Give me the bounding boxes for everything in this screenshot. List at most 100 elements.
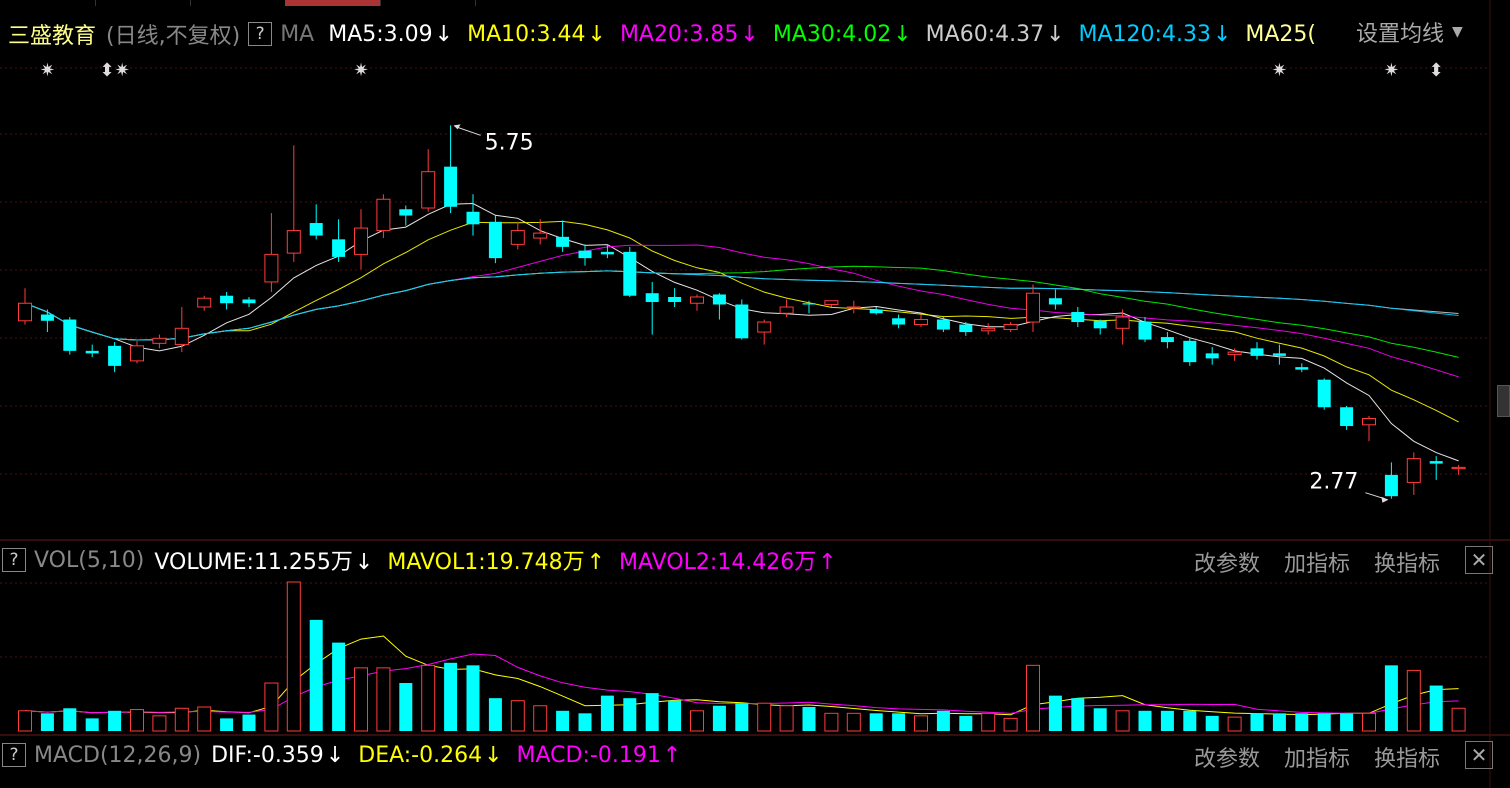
volume-bar bbox=[914, 715, 928, 732]
candle-body bbox=[600, 251, 614, 255]
candle bbox=[264, 213, 279, 292]
volume-bars bbox=[18, 581, 1466, 732]
volume-bar bbox=[802, 707, 816, 731]
candle bbox=[578, 244, 592, 266]
ma-value-text: MA20:3.85 bbox=[619, 21, 739, 47]
macd-switch-indicator-button[interactable]: 换指标 bbox=[1374, 747, 1441, 772]
candle-body bbox=[309, 223, 323, 236]
candle bbox=[444, 125, 458, 214]
macd-value-0: DIF:-0.359↓ bbox=[211, 743, 344, 768]
tab-strip-2[interactable] bbox=[95, 0, 191, 6]
ma-value-2: MA20:3.85↓ bbox=[620, 22, 759, 47]
candle bbox=[1093, 319, 1107, 335]
candle-body bbox=[466, 211, 480, 225]
vol-switch-indicator-button[interactable]: 换指标 bbox=[1374, 552, 1441, 577]
event-marker-icon: ✷ bbox=[40, 60, 55, 81]
ma-value-0: MA5:3.09↓ bbox=[328, 22, 453, 47]
volume-bar bbox=[1317, 713, 1331, 731]
macd-value-text: DEA:-0.264 bbox=[358, 742, 483, 768]
candle-body bbox=[645, 293, 659, 302]
period-label: (日线,不复权) bbox=[106, 24, 241, 49]
volume-bar bbox=[63, 708, 77, 731]
candle bbox=[757, 319, 772, 345]
trend-arrow-icon: ↑ bbox=[818, 550, 837, 575]
vol-indicator-label[interactable]: VOL(5,10) bbox=[34, 547, 145, 573]
candle-body bbox=[757, 321, 772, 333]
volume-bar bbox=[936, 710, 950, 731]
vol-add-indicator-button[interactable]: 加指标 bbox=[1284, 552, 1351, 577]
volume-bar bbox=[85, 718, 99, 731]
tab-strip-active[interactable] bbox=[285, 0, 381, 6]
volume-bar bbox=[1362, 712, 1376, 732]
volume-bar bbox=[600, 695, 614, 731]
candle bbox=[1205, 347, 1219, 365]
volume-bar bbox=[220, 718, 234, 731]
stock-name[interactable]: 三盛教育 bbox=[8, 24, 97, 49]
candle bbox=[242, 296, 256, 307]
tab-strip-5[interactable] bbox=[380, 0, 476, 6]
candle-body bbox=[510, 230, 525, 245]
candle bbox=[1406, 452, 1421, 495]
candle-body bbox=[108, 345, 122, 366]
candle bbox=[1183, 338, 1197, 366]
high-arrow-icon bbox=[453, 124, 461, 130]
ma-settings-button[interactable]: 设置均线 ▼ bbox=[1356, 4, 1486, 60]
event-marker-icon: ✷ bbox=[353, 60, 368, 81]
candle-body bbox=[1227, 351, 1242, 356]
scrollbar[interactable] bbox=[1497, 385, 1510, 417]
candle-body bbox=[1183, 340, 1197, 363]
candle-body bbox=[869, 309, 883, 314]
macd-change-params-button[interactable]: 改参数 bbox=[1194, 747, 1261, 772]
candle bbox=[600, 244, 614, 259]
ma-value-5: MA120:4.33↓ bbox=[1079, 22, 1232, 47]
candle bbox=[668, 288, 682, 307]
vol-close-icon[interactable]: ✕ bbox=[1465, 546, 1493, 574]
candle bbox=[40, 309, 54, 333]
candle-body bbox=[1205, 353, 1219, 359]
help-button[interactable]: ? bbox=[248, 22, 273, 46]
volume-bar bbox=[466, 665, 480, 731]
candle bbox=[174, 307, 189, 353]
low-arrow-icon bbox=[1381, 496, 1389, 503]
candle bbox=[130, 340, 144, 364]
candle-body bbox=[332, 239, 346, 257]
candle bbox=[533, 219, 548, 245]
volume-bar bbox=[959, 715, 973, 731]
vol-value-0: VOLUME:11.255万↓ bbox=[154, 544, 373, 576]
volume-bar bbox=[1205, 715, 1219, 731]
vol-change-params-button[interactable]: 改参数 bbox=[1194, 552, 1261, 577]
candle-body bbox=[802, 303, 816, 305]
macd-add-indicator-button[interactable]: 加指标 bbox=[1284, 747, 1351, 772]
candle bbox=[1272, 344, 1286, 365]
volume-bar bbox=[286, 581, 301, 732]
macd-indicator-label[interactable]: MACD(12,26,9) bbox=[34, 742, 202, 768]
ma-label[interactable]: MA bbox=[280, 21, 315, 47]
trend-arrow-icon: ↓ bbox=[587, 21, 606, 47]
candle-body bbox=[18, 302, 32, 322]
candle-body bbox=[556, 236, 570, 247]
macd-value-2: MACD:-0.191↑ bbox=[517, 743, 682, 768]
price-panel-header: 三盛教育 (日线,不复权) ? MA MA5:3.09↓ MA10:3.44↓ MA… bbox=[8, 16, 1330, 52]
volume-bar bbox=[757, 702, 772, 732]
trend-arrow-icon: ↑ bbox=[586, 550, 606, 575]
volume-bar bbox=[1272, 713, 1286, 731]
event-markers: ✷ ⬍✷ ✷ ✷ ✷ ⬍ bbox=[40, 60, 1444, 81]
volume-bar bbox=[264, 682, 279, 732]
vol-help-button[interactable]: ? bbox=[2, 548, 26, 572]
volume-bar bbox=[1026, 664, 1040, 732]
tab-strip-1[interactable] bbox=[0, 0, 96, 6]
ma10-line bbox=[24, 220, 1459, 423]
volume-bar bbox=[1115, 710, 1130, 732]
candle-body bbox=[1048, 298, 1062, 305]
macd-help-button[interactable]: ? bbox=[2, 743, 26, 767]
volume-bar bbox=[1003, 717, 1018, 732]
volume-bar bbox=[197, 706, 212, 732]
event-marker-icon: ✷ bbox=[1384, 60, 1399, 81]
macd-close-icon[interactable]: ✕ bbox=[1465, 741, 1493, 769]
candle bbox=[1048, 289, 1062, 310]
candle-body bbox=[197, 297, 212, 308]
candle-body bbox=[286, 230, 301, 254]
candle-body bbox=[152, 337, 167, 344]
